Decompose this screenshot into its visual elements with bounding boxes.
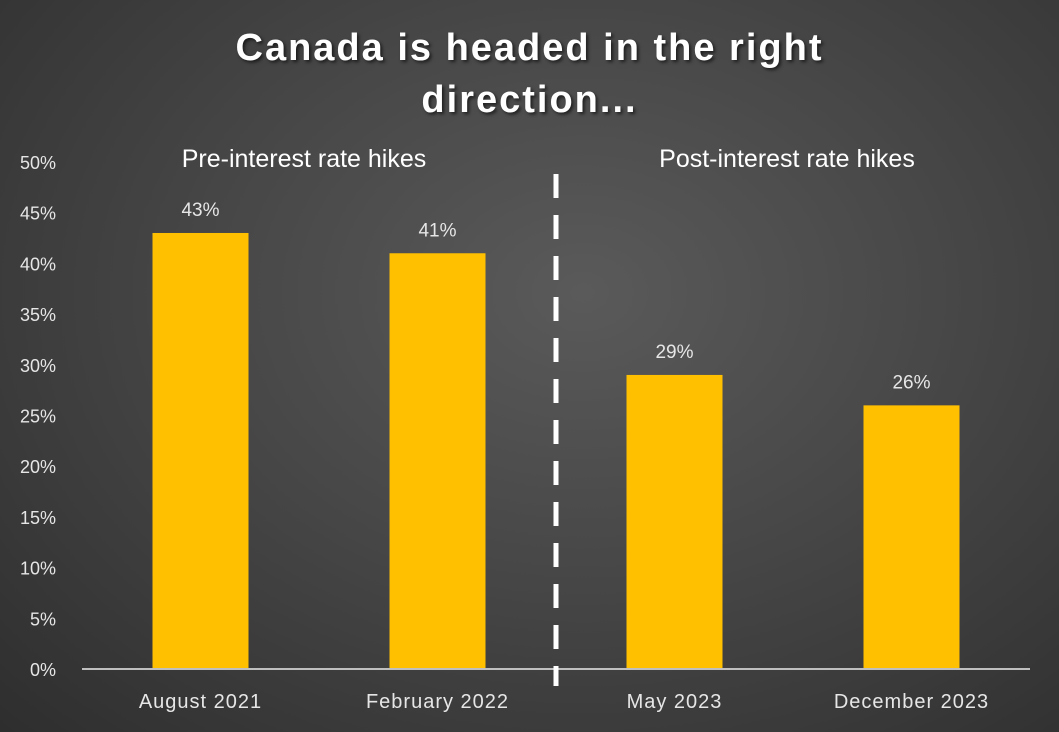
data-label: 43% (181, 200, 219, 221)
data-label: 29% (655, 342, 693, 363)
data-labels: 43% 41% 29% 26% (181, 200, 930, 393)
y-tick-label: 0% (30, 660, 56, 680)
x-category-label: December 2023 (834, 691, 989, 713)
y-tick-label: 10% (20, 559, 56, 579)
chart-title: Canada is headed in the right direction.… (0, 22, 1059, 126)
y-axis: 0% 5% 10% 15% 20% 25% 30% 35% 40% 45% 50% (20, 153, 56, 680)
bar (152, 232, 249, 670)
y-tick-label: 50% (20, 153, 56, 173)
bar (389, 253, 486, 669)
y-tick-label: 45% (20, 204, 56, 224)
post-hikes-section-label: Post-interest rate hikes (659, 145, 915, 173)
y-tick-label: 35% (20, 305, 56, 325)
y-tick-label: 25% (20, 407, 56, 427)
x-axis: August 2021 February 2022 May 2023 December… (82, 668, 1030, 713)
chart-title-line-2: direction... (421, 79, 638, 121)
y-tick-label: 15% (20, 508, 56, 528)
x-category-label: August 2021 (139, 691, 262, 713)
bar (863, 405, 960, 669)
x-category-label: February 2022 (366, 691, 509, 713)
bar (626, 374, 723, 669)
data-label: 26% (892, 372, 930, 393)
y-tick-label: 40% (20, 254, 56, 274)
bars (152, 232, 960, 670)
y-tick-label: 5% (30, 609, 56, 629)
pre-hikes-section-label: Pre-interest rate hikes (182, 145, 427, 173)
y-tick-label: 20% (20, 457, 56, 477)
y-tick-label: 30% (20, 356, 56, 376)
chart-title-line-1: Canada is headed in the right (235, 27, 824, 69)
x-category-label: May 2023 (627, 691, 723, 713)
data-label: 41% (418, 220, 456, 241)
